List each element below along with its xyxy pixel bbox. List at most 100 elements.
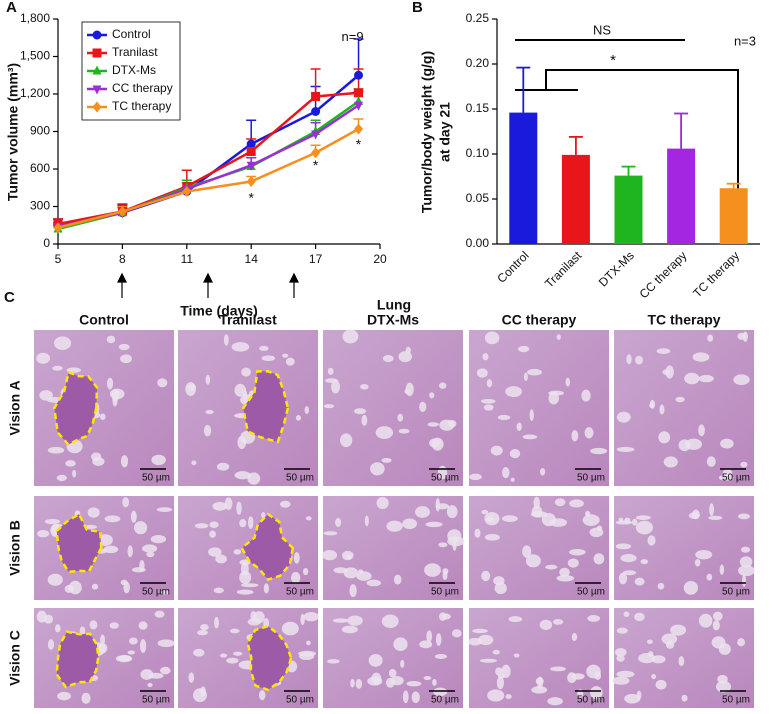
alveolus <box>497 674 505 679</box>
alveolus <box>720 438 734 449</box>
histology-image: 50 µm <box>612 608 754 708</box>
alveolus <box>541 512 556 527</box>
alveolus <box>594 671 602 680</box>
alveolus <box>656 348 671 354</box>
alveolus <box>663 456 678 468</box>
alveolus <box>295 415 302 421</box>
alveolus <box>523 372 528 382</box>
alveolus <box>368 653 383 667</box>
alveolus <box>539 468 546 476</box>
scale-bar-label: 50 µm <box>431 473 459 484</box>
histology-image: 50 µm <box>614 496 755 600</box>
alveolus <box>127 650 136 655</box>
alveolus <box>360 383 369 390</box>
alveolus <box>707 334 714 342</box>
alveolus <box>623 611 630 618</box>
alveolus <box>529 409 534 422</box>
alveolus <box>282 353 289 358</box>
alveolus <box>548 390 564 396</box>
column-header: TC therapy <box>647 312 720 328</box>
alveolus <box>487 689 505 702</box>
alveolus <box>103 545 119 554</box>
scale-bar-label: 50 µm <box>577 473 605 484</box>
y-tick-label: 0.00 <box>466 236 490 250</box>
marker <box>354 123 364 135</box>
x-tick-label: TC therapy <box>690 248 742 300</box>
scale-bar-label: 50 µm <box>286 587 314 598</box>
alveolus <box>371 672 382 685</box>
alveolus <box>567 558 579 568</box>
alveolus <box>419 401 427 413</box>
alveolus <box>56 474 67 482</box>
alveolus <box>531 686 548 694</box>
alveolus <box>571 673 585 680</box>
alveolus <box>565 377 570 387</box>
alveolus <box>616 655 625 662</box>
alveolus <box>104 515 121 523</box>
y-tick-label: 600 <box>30 161 50 175</box>
alveolus <box>146 551 155 558</box>
x-tick-label: 11 <box>181 252 194 266</box>
alveolus <box>290 571 301 584</box>
alveolus <box>556 334 561 341</box>
column-header: Control <box>79 312 129 328</box>
alveolus <box>706 573 713 581</box>
alveolus <box>236 589 254 595</box>
alveolus <box>552 619 564 625</box>
alveolus <box>742 331 748 342</box>
alveolus <box>634 612 645 622</box>
alveolus <box>484 331 500 345</box>
alveolus <box>438 542 448 548</box>
bar <box>719 188 748 244</box>
alveolus <box>698 374 714 383</box>
annotation: * <box>248 190 254 206</box>
alveolus <box>708 515 723 520</box>
alveolus <box>616 670 635 678</box>
alveolus <box>581 389 591 402</box>
scale-bar-label: 50 µm <box>142 473 170 484</box>
alveolus <box>531 505 543 518</box>
alveolus <box>259 345 269 351</box>
y-tick-label: 300 <box>30 199 50 213</box>
alveolus <box>715 680 732 693</box>
column-header: DTX-Ms <box>367 312 419 328</box>
alveolus <box>81 692 91 704</box>
alveolus <box>66 367 82 373</box>
alveolus <box>505 386 522 398</box>
alveolus <box>253 611 265 624</box>
y-tick-label: 900 <box>30 124 50 138</box>
alveolus <box>335 517 342 527</box>
alveolus <box>280 500 291 508</box>
y-tick-label: 1,500 <box>20 49 50 63</box>
alveolus <box>123 581 130 594</box>
alveolus <box>385 677 395 688</box>
histology-image: 50 µm <box>34 608 175 708</box>
marker <box>246 176 256 187</box>
lesion-outline <box>241 370 290 444</box>
marker <box>354 101 364 111</box>
x-tick-label: 8 <box>119 252 126 266</box>
alveolus <box>525 554 541 568</box>
alveolus <box>547 697 563 706</box>
bar <box>667 148 696 244</box>
histology-image: 50 µm <box>178 330 318 486</box>
alveolus <box>433 687 448 697</box>
alveolus <box>323 404 335 409</box>
alveolus <box>37 529 50 538</box>
y-axis-label: Tumor volume (mm³) <box>5 63 21 201</box>
alveolus <box>350 678 355 688</box>
y-tick-label: 0 <box>43 236 50 250</box>
alveolus <box>584 427 594 439</box>
alveolus <box>191 460 197 466</box>
histology-image: 50 µm <box>34 330 174 486</box>
alveolus <box>494 582 507 595</box>
annotation: n=3 <box>734 33 756 48</box>
alveolus <box>188 672 195 683</box>
alveolus <box>554 498 566 507</box>
alveolus <box>197 629 208 636</box>
alveolus <box>302 567 309 576</box>
alveolus <box>355 678 363 689</box>
column-header: CC therapy <box>502 312 577 328</box>
lesion-outline <box>55 630 100 689</box>
alveolus <box>120 455 129 468</box>
